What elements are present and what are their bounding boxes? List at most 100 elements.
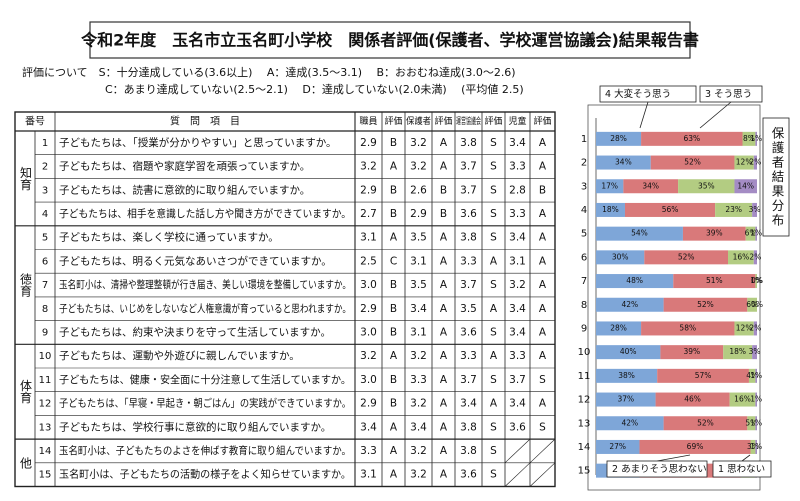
score-cell: A — [390, 469, 398, 481]
category-label: 5 — [581, 229, 587, 240]
bar-segment — [660, 345, 724, 360]
question: 子どもたちは、楽しく学校に通っていますか。 — [59, 231, 279, 244]
section-label: 知育 — [19, 166, 33, 191]
legend-box — [599, 85, 697, 103]
question: 子どもたちは、「早寝・早起き・朝ごはん」の実践ができていますか。 — [59, 397, 351, 410]
score-cell: A — [490, 350, 498, 362]
row-number: 11 — [39, 375, 52, 386]
section-label: 徳育 — [19, 272, 33, 298]
bar-segment — [596, 202, 625, 217]
table-header: 保護者 — [406, 115, 431, 127]
bar-segment — [641, 321, 735, 336]
score-cell: 3.0 — [360, 326, 377, 338]
score-cell: 2.9 — [360, 303, 377, 315]
score-cell: 2.8 — [509, 184, 526, 196]
score-cell: B — [440, 184, 447, 196]
score-cell: 3.1 — [360, 232, 377, 244]
score-cell: A — [440, 374, 448, 386]
question: 子どもたちは、宿題や家庭学習を頑張っていますか。 — [59, 160, 310, 173]
score-cell: 3.0 — [360, 374, 377, 386]
bar-segment — [734, 321, 754, 336]
score-cell: S — [490, 232, 497, 244]
score-cell: 3.1 — [410, 255, 427, 267]
score-cell: B — [390, 398, 397, 410]
bar-label: 2% — [749, 252, 761, 261]
score-cell: S — [490, 161, 497, 173]
score-cell: A — [440, 326, 448, 338]
score-cell: 3.2 — [360, 350, 377, 362]
score-cell: 3.7 — [509, 374, 526, 386]
score-cell: 3.6 — [460, 469, 477, 481]
bar-segment — [596, 345, 661, 360]
bar-label: 1% — [750, 442, 762, 451]
score-cell: A — [539, 232, 547, 244]
bar-segment — [596, 274, 674, 289]
table-header: 評価 — [533, 115, 551, 127]
score-cell: S — [539, 421, 546, 433]
score-cell: S — [490, 445, 497, 457]
category-label: 1 — [581, 134, 587, 145]
row-number: 2 — [42, 162, 48, 173]
bar-label: 27% — [609, 442, 626, 451]
table-line — [504, 438, 531, 464]
score-cell: B — [390, 326, 397, 338]
bar-segment — [715, 202, 753, 217]
bar-segment — [596, 368, 658, 383]
table-header: 評価 — [484, 115, 502, 127]
score-cell: B — [390, 279, 397, 291]
score-cell: 3.6 — [460, 208, 477, 220]
question: 子どもたちは、相手を意識した話し方や聞き方ができていますか。 — [59, 207, 351, 220]
bar-label: 18% — [602, 205, 619, 214]
bar-segment — [663, 297, 748, 312]
bar-label: 28% — [610, 323, 627, 332]
score-cell: 3.5 — [410, 232, 427, 244]
score-cell: 3.3 — [460, 350, 477, 362]
score-cell: A — [440, 161, 448, 173]
category-label: 4 — [581, 205, 587, 216]
table-header: 職員 — [359, 116, 377, 127]
bar-label: 12% — [736, 323, 753, 332]
score-cell: C — [390, 255, 397, 267]
legend-line: 評価について S：十分達成している(3.6以上) A：達成(3.5～3.1) B… — [22, 65, 516, 79]
score-cell: 3.4 — [410, 303, 427, 315]
score-cell: B — [440, 208, 447, 220]
bar-segment — [747, 297, 757, 312]
score-cell: A — [440, 350, 448, 362]
bar-label: 14% — [737, 181, 754, 190]
bar-label: 1% — [750, 371, 762, 380]
bar-label: 30% — [612, 252, 629, 261]
bar-label: 1% — [750, 276, 762, 285]
table-header: 児童 — [508, 115, 526, 127]
bar-segment — [755, 131, 757, 146]
score-cell: 3.8 — [460, 421, 477, 433]
bar-label: 4% — [746, 371, 758, 380]
legend-label: 1 思わない — [718, 464, 765, 475]
bar-segment — [734, 155, 754, 170]
bar-label: 6% — [746, 300, 758, 309]
score-cell: B — [390, 208, 397, 220]
bar-segment — [747, 416, 756, 431]
bar-segment — [596, 155, 651, 170]
question: 玉名町小は、子どもたちの活動の様子をよく知らせていますか。 — [59, 468, 351, 481]
table-header: 評価 — [434, 115, 452, 127]
category-label: 6 — [581, 252, 587, 263]
score-cell: A — [440, 137, 448, 149]
score-cell: 3.1 — [509, 255, 526, 267]
score-cell: 2.9 — [360, 398, 377, 410]
bar-segment — [596, 439, 640, 454]
question: 子どもたちは、「授業が分かりやすい」と思っていますか。 — [59, 136, 337, 149]
score-cell: 3.4 — [509, 398, 526, 410]
question: 子どもたちは、読書に意欲的に取り組んでいますか。 — [59, 183, 310, 196]
bar-label: 34% — [642, 181, 659, 190]
bar-segment — [596, 226, 683, 241]
table-line — [529, 462, 556, 487]
table-header: 質 問 項 目 — [170, 115, 240, 128]
table-line — [504, 462, 531, 487]
question: 玉名町小は、清掃や整理整頓が行き届き、美しい環境を整備していますか。 — [59, 278, 351, 291]
category-label: 15 — [578, 466, 591, 477]
bar-label: 56% — [662, 205, 679, 214]
score-cell: A — [440, 398, 448, 410]
score-cell: S — [490, 208, 497, 220]
score-cell: A — [539, 279, 547, 291]
bar-segment — [678, 179, 735, 194]
